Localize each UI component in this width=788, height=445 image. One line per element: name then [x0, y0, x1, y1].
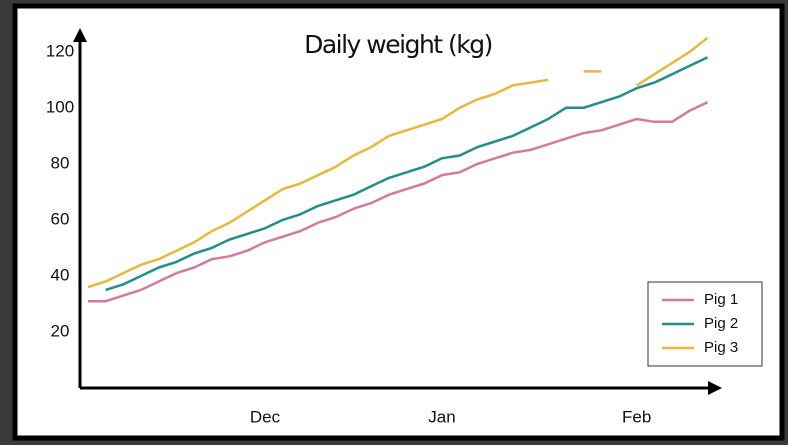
y-axis-arrow: [73, 28, 87, 42]
line-series: [87, 36, 709, 289]
legend-label: Pig 1: [704, 291, 738, 308]
chart-title: Daily weight (kg): [304, 30, 492, 59]
legend: [647, 281, 763, 367]
line-series: [105, 56, 709, 292]
x-axis-arrow: [708, 381, 722, 395]
y-tick-label: 60: [51, 209, 70, 228]
x-tick-label: Dec: [250, 407, 281, 426]
y-tick-label: 40: [51, 265, 70, 284]
x-tick-label: Jan: [428, 407, 455, 426]
y-tick-label: 100: [46, 97, 74, 116]
legend-label: Pig 2: [704, 315, 738, 332]
y-tick-label: 80: [51, 153, 70, 172]
y-tick-label: 20: [51, 321, 70, 340]
legend-label: Pig 3: [704, 339, 738, 356]
line-series: [88, 101, 709, 303]
chart-frame: [12, 3, 785, 441]
x-tick-label: Feb: [622, 407, 651, 426]
y-tick-label: 120: [46, 41, 74, 60]
